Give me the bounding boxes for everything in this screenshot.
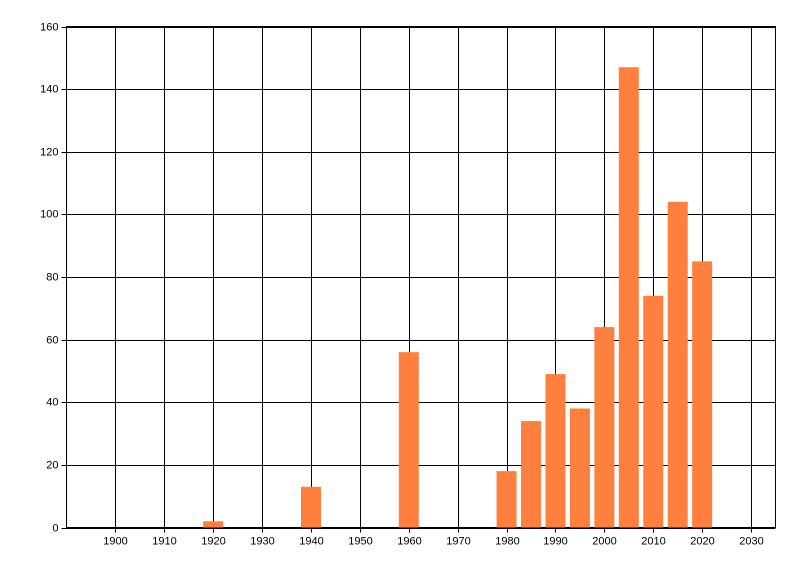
y-tick-label: 80 xyxy=(46,271,58,283)
bar xyxy=(521,421,542,528)
y-tick-label: 120 xyxy=(40,146,58,158)
x-tick-label: 1990 xyxy=(543,535,567,547)
bar xyxy=(667,201,688,528)
x-tick-label: 1930 xyxy=(250,535,274,547)
x-tick-label: 2030 xyxy=(739,535,763,547)
bar xyxy=(300,486,321,528)
x-tick-label: 1910 xyxy=(152,535,176,547)
bar xyxy=(203,521,224,528)
y-tick-label: 140 xyxy=(40,83,58,95)
y-tick-label: 60 xyxy=(46,334,58,346)
x-tick-label: 1960 xyxy=(397,535,421,547)
y-tick-label: 160 xyxy=(40,21,58,33)
x-tick-label: 2000 xyxy=(592,535,616,547)
x-tick-label: 2020 xyxy=(690,535,714,547)
x-tick-label: 1950 xyxy=(348,535,372,547)
x-tick-label: 2010 xyxy=(641,535,665,547)
bar xyxy=(618,67,639,528)
x-tick-label: 1970 xyxy=(446,535,470,547)
bar xyxy=(496,471,517,528)
bar xyxy=(692,261,713,528)
bar xyxy=(545,374,566,528)
y-tick-label: 40 xyxy=(46,396,58,408)
bar xyxy=(569,408,590,528)
bar xyxy=(594,327,615,528)
y-tick-label: 20 xyxy=(46,459,58,471)
y-tick-label: 100 xyxy=(40,208,58,220)
bar xyxy=(398,352,419,528)
x-tick-label: 1980 xyxy=(495,535,519,547)
x-tick-label: 1900 xyxy=(103,535,127,547)
x-tick-label: 1940 xyxy=(299,535,323,547)
bar xyxy=(643,295,664,528)
x-tick-label: 1920 xyxy=(201,535,225,547)
y-tick-label: 0 xyxy=(52,522,58,534)
